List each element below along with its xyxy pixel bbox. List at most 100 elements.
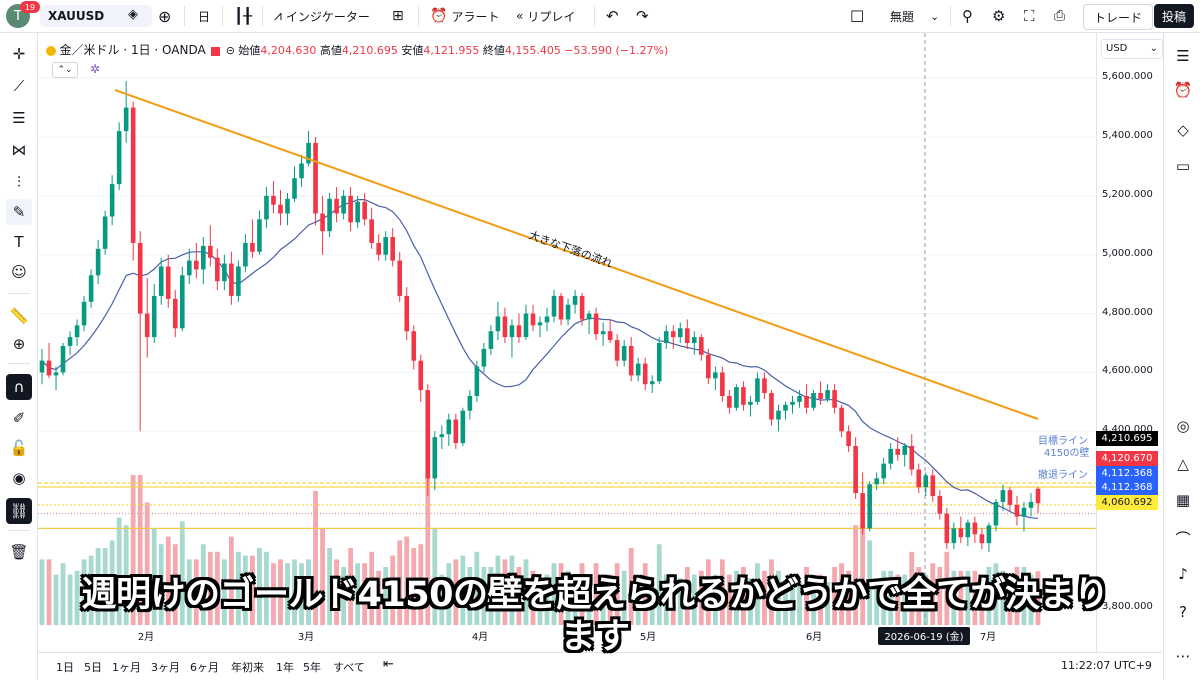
timeframe-5y[interactable]: 5年: [303, 661, 321, 674]
chat-icon[interactable]: ▭: [1175, 157, 1191, 175]
candle-body: [692, 337, 697, 343]
candle-body: [586, 313, 592, 320]
timeframe-ytd[interactable]: 年初来: [231, 661, 264, 674]
volume-bar: [214, 551, 220, 625]
layout-dropdown-icon[interactable]: ⌄: [930, 9, 940, 23]
price-axis[interactable]: USD ⌄: [1096, 33, 1163, 652]
volume-bar: [670, 574, 676, 625]
price-chart[interactable]: 大きな下落の流れ 目標ライン 4150の壁 撤退ライン 2月 3月 4月 5月 6月 7月…: [38, 33, 1096, 652]
volume-bar: [495, 555, 501, 625]
more-icon[interactable]: ⋯: [1175, 647, 1191, 665]
collapse-legend-icon[interactable]: ⌃⌄: [52, 62, 78, 78]
candle-body: [923, 475, 929, 488]
timeframe-5d[interactable]: 5日: [84, 661, 102, 674]
trash-icon[interactable]: 🗑: [9, 543, 29, 561]
layout-name-button[interactable]: 無題: [890, 4, 914, 28]
time-tick-label: 4月: [472, 631, 488, 643]
timeframe-6m[interactable]: 6ヶ月: [190, 661, 219, 674]
watchlist-icon[interactable]: ☰: [1176, 47, 1190, 65]
clock[interactable]: 11:22:07 UTC+9: [1061, 659, 1152, 672]
crosshair-icon[interactable]: ✛: [12, 45, 26, 63]
link-icon[interactable]: ⛓: [6, 498, 32, 524]
prediction-icon[interactable]: ⫶: [17, 173, 21, 191]
rss-icon[interactable]: ⌒: [1175, 529, 1191, 548]
alert-icon: ⏰: [430, 8, 448, 24]
text-icon[interactable]: T: [14, 233, 24, 251]
volume-bar: [733, 570, 739, 625]
snapshot-camera-icon[interactable]: ⎙: [1054, 8, 1066, 24]
symbol-search[interactable]: XAUUSD ◈: [40, 5, 152, 27]
timeframe-1d[interactable]: 1日: [56, 661, 74, 674]
candle-body: [677, 328, 683, 338]
volume-bar: [179, 521, 185, 625]
notification-bell-icon[interactable]: ♪: [1178, 565, 1188, 583]
candle-body: [278, 204, 283, 214]
emoji-icon[interactable]: ☺: [11, 263, 27, 281]
timeframe-1y[interactable]: 1年: [276, 661, 294, 674]
brush-icon[interactable]: ✎: [6, 199, 32, 225]
trade-button[interactable]: トレード: [1083, 4, 1154, 30]
divider: [222, 6, 223, 26]
alarm-clock-icon[interactable]: ⏰: [1173, 81, 1193, 99]
price-tick-label: 5,400.000: [1102, 130, 1153, 141]
candle-body: [1028, 501, 1034, 508]
calendar-icon[interactable]: ▦: [1175, 491, 1191, 509]
volume-bar: [523, 559, 529, 625]
candle-body: [432, 437, 438, 479]
help-icon[interactable]: ?: [1179, 603, 1187, 621]
ideas-icon[interactable]: △: [1177, 455, 1189, 473]
volume-bar: [776, 570, 781, 625]
indicator-icon[interactable]: ✲: [90, 62, 101, 76]
ruler-icon[interactable]: 📏: [9, 307, 29, 325]
lock-drawing-icon[interactable]: ✐: [12, 409, 26, 427]
candle-type-icon[interactable]: ┃╂: [234, 7, 253, 25]
replay-button[interactable]: « リプレイ: [516, 4, 575, 28]
timeframe-3m[interactable]: 3ヶ月: [151, 661, 180, 674]
add-symbol-icon[interactable]: ⊕: [158, 6, 172, 26]
alert-button[interactable]: ⏰ アラート: [430, 4, 499, 28]
volume-bar: [460, 555, 466, 625]
candle-body: [642, 363, 648, 385]
timeframe-1m[interactable]: 1ヶ月: [112, 661, 141, 674]
templates-icon[interactable]: ⊞: [392, 8, 404, 24]
volume-bar: [558, 563, 564, 625]
volume-bar: [306, 559, 311, 625]
target-icon[interactable]: ◎: [1176, 417, 1190, 435]
volume-bar: [200, 544, 206, 625]
zoom-icon[interactable]: ⊕: [12, 335, 26, 353]
candle-body: [271, 195, 276, 205]
fullscreen-icon[interactable]: ⛶: [1024, 7, 1035, 25]
undo-icon[interactable]: ↶: [606, 7, 619, 25]
trendline-icon[interactable]: ⟋: [13, 77, 25, 95]
volume-bar: [299, 563, 304, 625]
currency-selector[interactable]: USD ⌄: [1101, 39, 1163, 59]
candle-body: [670, 331, 676, 338]
symbol-fav-icon[interactable]: ◈: [128, 7, 138, 22]
redo-icon[interactable]: ↷: [636, 7, 649, 25]
interval-button[interactable]: 日: [198, 4, 210, 28]
candle-body: [474, 366, 480, 396]
downtrend-line[interactable]: [114, 89, 1039, 420]
symbol-name: XAUUSD: [48, 9, 105, 23]
layers-icon[interactable]: ◇: [1177, 121, 1189, 139]
indicators-button[interactable]: ⩘ インジケーター: [274, 4, 370, 28]
goto-date-icon[interactable]: ⇤: [383, 657, 394, 672]
timeframe-all[interactable]: すべて: [333, 661, 365, 674]
layout-checkbox-icon[interactable]: ☐: [850, 6, 865, 26]
quick-search-icon[interactable]: ⚲: [962, 7, 973, 25]
lock-icon[interactable]: 🔓: [9, 439, 29, 457]
trendline-label: 大きな下落の流れ: [527, 228, 615, 271]
volume-bar: [446, 563, 452, 625]
volume-bar: [860, 525, 866, 625]
pattern-icon[interactable]: ⋈: [11, 141, 27, 159]
legend-title[interactable]: 金／米ドル · 1日 · OANDA: [59, 43, 206, 57]
open-label: 始値: [238, 44, 261, 57]
settings-gear-icon[interactable]: ⚙: [992, 7, 1006, 25]
magnet-icon[interactable]: ∩: [6, 374, 32, 400]
visibility-eye-icon[interactable]: ◉: [12, 469, 26, 487]
volume-bar: [285, 563, 290, 625]
fib-icon[interactable]: ☰: [12, 109, 26, 127]
candle-body: [713, 372, 718, 379]
publish-button[interactable]: 投稿: [1154, 4, 1195, 28]
candle-body: [579, 295, 585, 320]
